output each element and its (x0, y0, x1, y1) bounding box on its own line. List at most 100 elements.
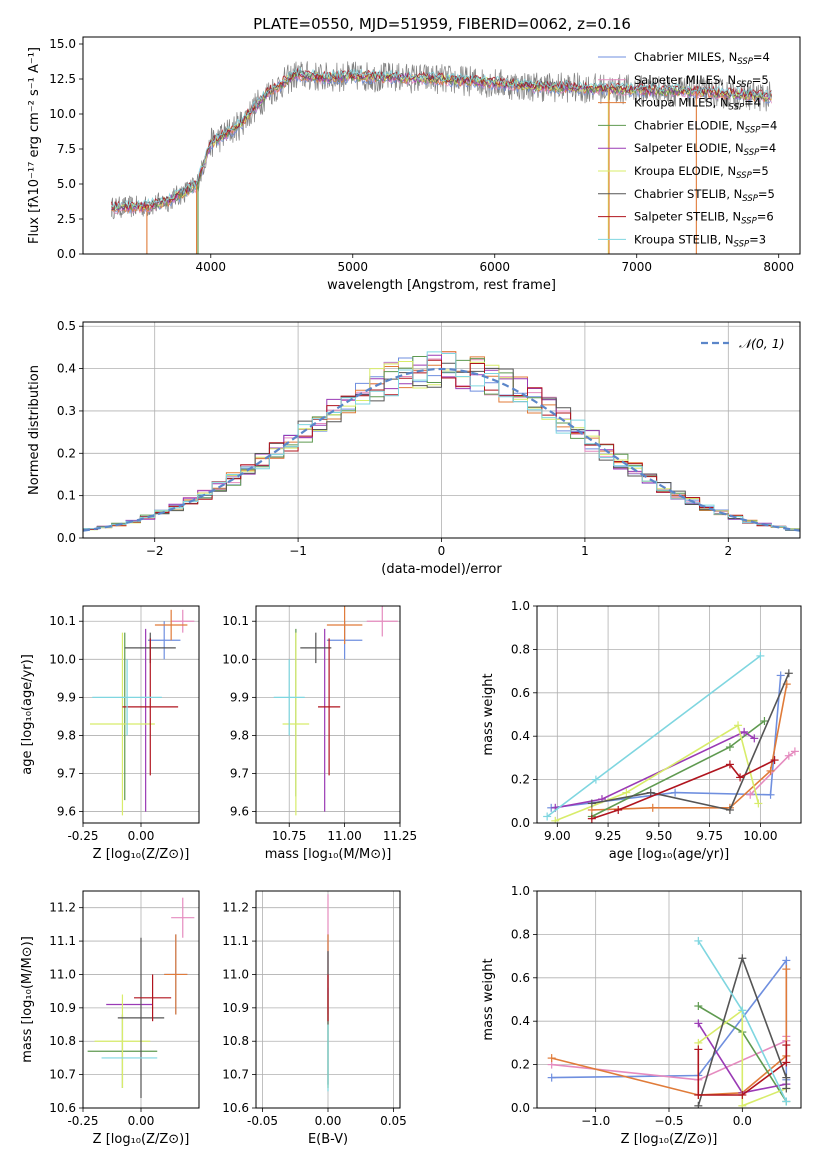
x-tick-label: 2 (724, 544, 732, 558)
spectrum-model-line (111, 67, 772, 211)
y-tick-label: 9.7 (57, 767, 76, 781)
x-tick-label: 0.0 (733, 1114, 752, 1128)
y-tick-label: 10.6 (49, 1101, 76, 1115)
y-tick-label: 9.8 (57, 728, 76, 742)
y-tick-label: 10.7 (222, 1068, 249, 1082)
spectrum-legend: Chabrier MILES, NSSP=4 Salpeter MILES, NS… (598, 50, 777, 249)
legend-label: Chabrier MILES, NSSP=4 (634, 50, 770, 67)
legend-label: Salpeter MILES, NSSP=5 (634, 73, 769, 90)
plot-area (83, 351, 800, 538)
y-tick-label: 9.6 (230, 805, 249, 819)
y-tick-label: 0.1 (57, 489, 76, 503)
spectrum-model-line (111, 67, 772, 210)
legend-label: 𝒩(0, 1) (739, 336, 785, 351)
x-axis-label: age [log₁₀(age/yr)] (609, 847, 730, 862)
figure-title: PLATE=0550, MJD=51959, FIBERID=0062, z=0… (253, 15, 631, 33)
y-tick-label: 9.9 (230, 690, 249, 704)
x-tick-label: 8000 (763, 260, 794, 274)
y-tick-label: 7.5 (57, 142, 76, 156)
panel-weight_vs_age: 9.00 9.25 9.50 9.75 10.00 0.0 0.2 0.4 0.6 0.8 1.0 a… (481, 599, 802, 862)
panel-age_vs_mass: 10.75 11.00 11.25 9.6 9.7 9.8 9.9 10.0 10.1 mass … (222, 605, 417, 862)
panel-residuals: −2 −1 0 1 2 0.0 0.1 0.2 0.3 0.4 0.5 (data-model)/er… (27, 319, 801, 577)
x-tick-label: -0.25 (67, 1114, 98, 1128)
x-tick-label: 11.00 (327, 829, 361, 843)
axes-frame (82, 321, 801, 539)
y-axis-label: mass weight (481, 673, 496, 755)
y-tick-label: 10.9 (49, 1001, 76, 1015)
panel-weight_vs_Z: −1.0 −0.5 0.0 0.0 0.2 0.4 0.6 0.8 1.0 Z [log₁₀(Z/… (481, 884, 802, 1147)
legend-label: Kroupa ELODIE, NSSP=5 (634, 164, 769, 181)
y-tick-label: 10.1 (222, 614, 249, 628)
y-tick-label: 9.9 (57, 690, 76, 704)
x-tick-label: 5000 (337, 260, 368, 274)
y-tick-label: 0.2 (57, 446, 76, 460)
x-tick-label: 9.25 (595, 829, 622, 843)
axes-frame (255, 890, 401, 1109)
x-tick-label: -0.25 (67, 829, 98, 843)
y-tick-label: 10.1 (49, 614, 76, 628)
x-tick-label: −1 (289, 544, 307, 558)
y-tick-label: 1.0 (511, 599, 530, 613)
y-tick-label: 11.1 (222, 934, 249, 948)
x-axis-label: Z [log₁₀(Z/Z⊙)] (93, 1132, 190, 1147)
weight-line (697, 955, 788, 1107)
y-tick-label: 0.0 (511, 1101, 530, 1115)
x-tick-label: 9.75 (696, 829, 723, 843)
x-tick-label: 6000 (479, 260, 510, 274)
y-tick-label: 10.6 (222, 1101, 249, 1115)
y-tick-label: 5.0 (57, 177, 76, 191)
legend-label: Kroupa STELIB, NSSP=3 (634, 232, 766, 249)
weight-line (591, 672, 790, 811)
panel-age_vs_Z: -0.25 0.00 9.6 9.7 9.8 9.9 10.0 10.1 Z [log₁₀(Z/… (20, 605, 200, 862)
plot-area (273, 606, 398, 816)
y-tick-label: 0.0 (511, 816, 530, 830)
x-tick-label: 9.00 (544, 829, 571, 843)
panel-mass_vs_Z: -0.25 0.00 10.6 10.7 10.8 10.9 11.0 11.1 11.2 Z [… (20, 890, 200, 1147)
plot-area (89, 609, 195, 816)
axes-frame (82, 605, 200, 824)
weight-line (697, 1008, 787, 1107)
y-tick-label: 0.0 (57, 531, 76, 545)
legend-label: Salpeter STELIB, NSSP=6 (634, 210, 774, 227)
x-axis-label: Z [log₁₀(Z/Z⊙)] (93, 847, 190, 862)
y-tick-label: 9.8 (230, 728, 249, 742)
x-tick-label: 0.05 (380, 1114, 407, 1128)
y-tick-label: 0.6 (511, 971, 530, 985)
y-tick-label: 10.7 (49, 1068, 76, 1082)
normal-curve (83, 367, 800, 532)
y-tick-label: 0.4 (511, 1014, 530, 1028)
y-tick-label: 0.0 (57, 247, 76, 261)
y-tick-label: 11.0 (49, 967, 76, 981)
y-tick-label: 11.2 (49, 901, 76, 915)
histogram-step (83, 351, 800, 538)
x-tick-label: 7000 (621, 260, 652, 274)
x-tick-label: 1 (581, 544, 589, 558)
legend-label: Chabrier STELIB, NSSP=5 (634, 187, 775, 204)
x-tick-label: 0.00 (128, 1114, 155, 1128)
x-tick-label: 0.00 (128, 829, 155, 843)
y-axis-label: mass [log₁₀(M/M⊙)] (20, 936, 35, 1063)
x-tick-label: −0.5 (654, 1114, 683, 1128)
x-tick-label: 11.25 (383, 829, 417, 843)
axes-frame (536, 605, 802, 824)
y-tick-label: 0.8 (511, 642, 530, 656)
x-tick-label: 0 (438, 544, 446, 558)
x-tick-label: 9.50 (645, 829, 672, 843)
x-tick-label: 10.75 (272, 829, 306, 843)
y-axis-label: mass weight (481, 958, 496, 1040)
x-tick-label: 4000 (196, 260, 227, 274)
x-axis-label: (data-model)/error (381, 562, 502, 577)
y-tick-label: 10.0 (49, 107, 76, 121)
panel-mass_vs_ebv: -0.05 0.00 0.05 10.6 10.7 10.8 10.9 11.0 11.1 11.… (222, 890, 407, 1147)
y-tick-label: 12.5 (49, 72, 76, 86)
y-axis-label: Flux [fλ10⁻¹⁷ erg cm⁻² s⁻¹ A⁻¹] (27, 47, 42, 244)
weight-line (555, 730, 755, 809)
axes-frame (82, 890, 200, 1109)
legend-label: Salpeter ELODIE, NSSP=4 (634, 141, 776, 158)
panel-spectrum: 4000 5000 6000 7000 8000 0.0 2.5 5.0 7.5 10.0 12.5… (27, 36, 801, 293)
x-axis-label: wavelength [Angstrom, rest frame] (327, 278, 556, 293)
x-tick-label: −2 (146, 544, 164, 558)
y-tick-label: 0.5 (57, 319, 76, 333)
y-tick-label: 11.2 (222, 901, 249, 915)
